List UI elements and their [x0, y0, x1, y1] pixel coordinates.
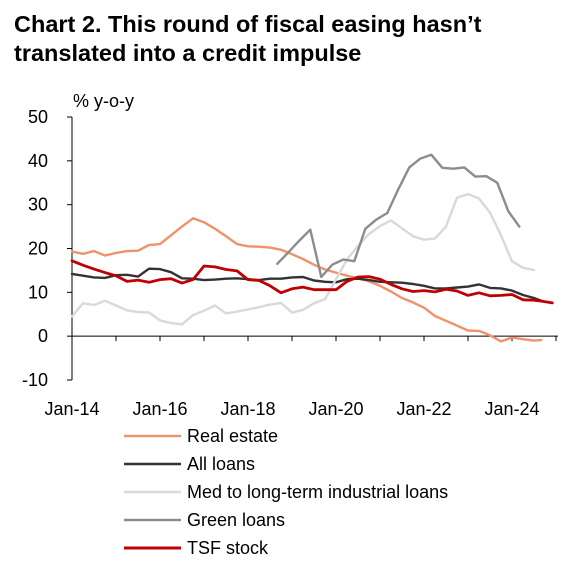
legend-label: Real estate — [187, 426, 278, 446]
series-line-green-loans — [276, 153, 521, 279]
series-line-tsf-stock — [70, 259, 554, 305]
y-tick-label: 40 — [28, 151, 48, 171]
chart-title-line-1: Chart 2. This round of fiscal easing has… — [14, 11, 482, 37]
chart-title-line-2: translated into a credit impulse — [14, 40, 362, 66]
legend-label: TSF stock — [187, 538, 269, 558]
y-tick-label: 10 — [28, 282, 48, 302]
legend-label: Med to long-term industrial loans — [187, 482, 448, 502]
series-line-med-to-long-term-industrial-loans — [70, 192, 536, 326]
series-line-real-estate — [70, 217, 543, 343]
y-axis-unit-label: % y-o-y — [73, 91, 134, 111]
y-tick-label: 0 — [38, 326, 48, 346]
x-tick-label: Jan-16 — [132, 399, 187, 419]
y-tick-label: -10 — [22, 370, 48, 390]
x-tick-label: Jan-20 — [308, 399, 363, 419]
x-tick-label: Jan-22 — [396, 399, 451, 419]
legend-label: All loans — [187, 454, 255, 474]
chart-title: Chart 2. This round of fiscal easing has… — [14, 10, 574, 68]
series-line-all-loans — [70, 267, 543, 302]
legend-label: Green loans — [187, 510, 285, 530]
y-tick-label: 20 — [28, 239, 48, 259]
y-tick-label: 30 — [28, 195, 48, 215]
y-tick-label: 50 — [28, 107, 48, 127]
x-tick-label: Jan-24 — [484, 399, 539, 419]
x-tick-label: Jan-14 — [44, 399, 99, 419]
x-tick-label: Jan-18 — [220, 399, 275, 419]
